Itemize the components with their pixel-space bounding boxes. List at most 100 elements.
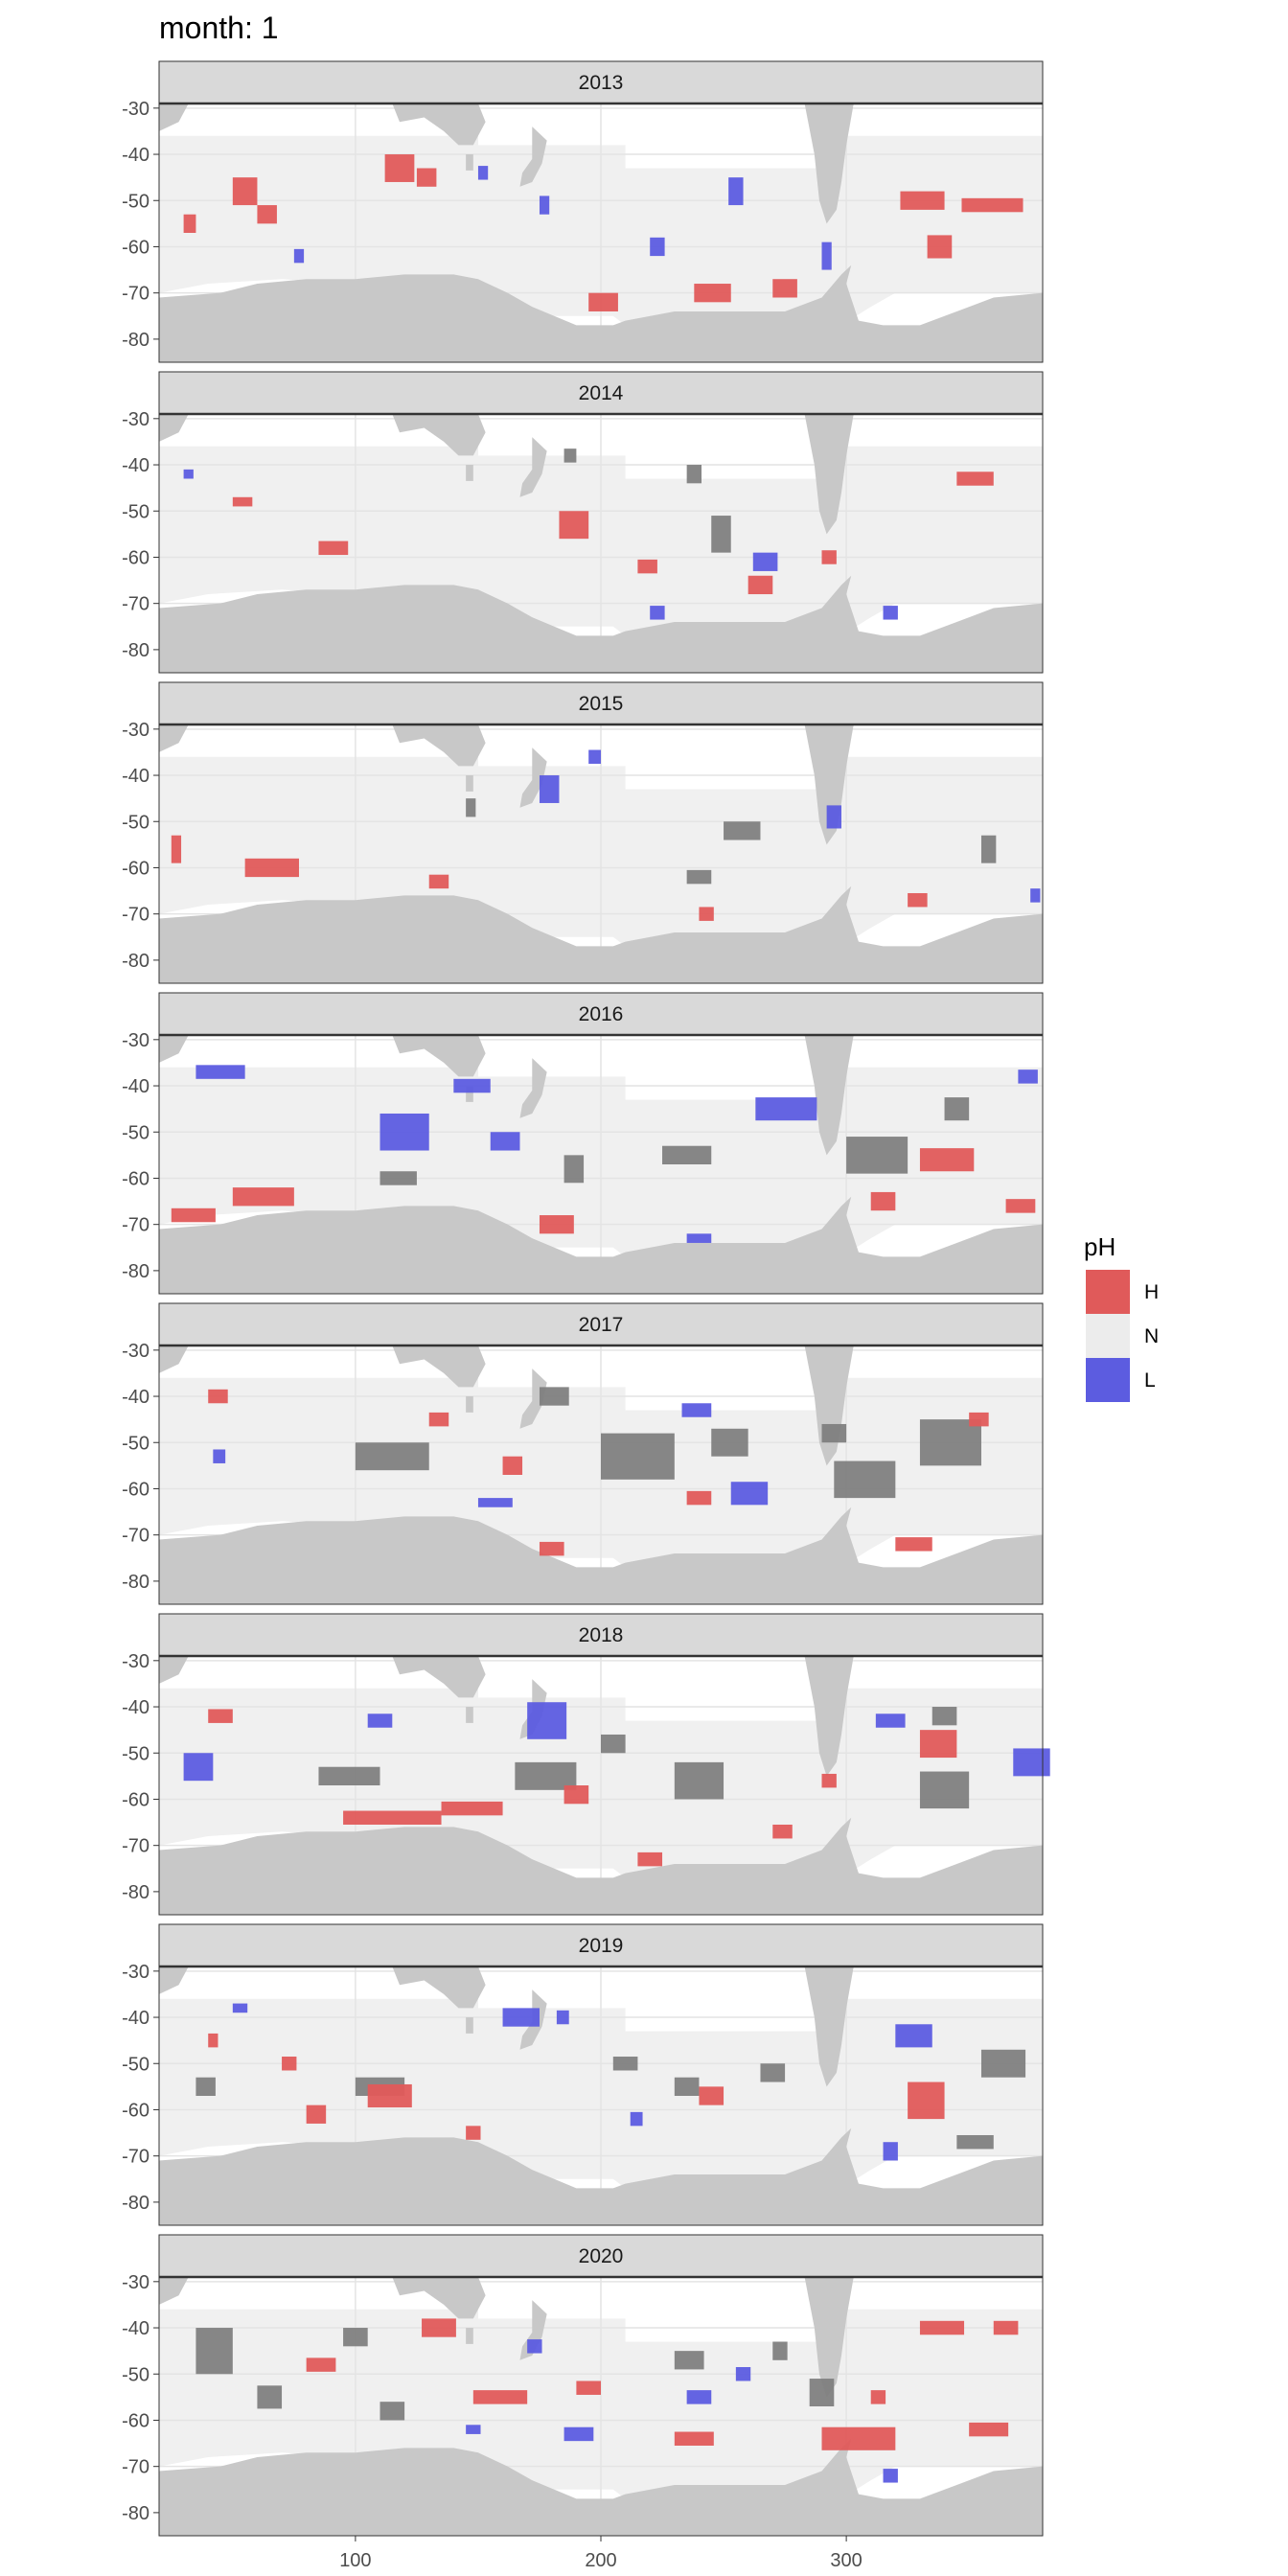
high-ph-cells	[564, 1785, 589, 1805]
low-ph-cells	[1013, 1748, 1050, 1777]
y-tick-label: -40	[122, 766, 150, 787]
x-axis: 100 200 300	[339, 2536, 862, 2571]
panel-border	[158, 1034, 1044, 1295]
high-ph-cells	[232, 1187, 294, 1207]
y-tick-label: -40	[122, 1387, 150, 1408]
facet-strip	[158, 1923, 1044, 1967]
legend-title: pH	[1084, 1232, 1116, 1261]
mixed-cells	[686, 869, 712, 885]
high-ph-cells	[539, 1215, 574, 1234]
y-tick-label: -80	[122, 2503, 150, 2524]
low-ph-cells	[895, 2024, 932, 2048]
y-tick-label: -60	[122, 237, 150, 258]
low-ph-cells	[826, 805, 841, 829]
high-ph-cells	[559, 511, 589, 540]
facet-strip-label: 2013	[579, 72, 624, 94]
tasmania-land	[466, 775, 473, 792]
mixed-cells	[380, 2402, 405, 2421]
high-ph-cells	[367, 2083, 412, 2108]
antarctica-land	[159, 886, 1043, 983]
legend-key-N	[1086, 1314, 1130, 1358]
y-tick-label: -30	[122, 720, 150, 741]
high-ph-cells	[694, 284, 731, 303]
mixed-cells	[834, 1460, 896, 1499]
mixed-cells	[564, 448, 577, 463]
facet-panel-2016: 2016 -30 -40 -50 -60 -70 -80	[122, 992, 1044, 1295]
high-ph-cells	[257, 205, 277, 224]
high-ph-cells	[748, 575, 773, 595]
x-tick-label: 100	[339, 2550, 371, 2571]
new-zealand-land	[519, 1058, 547, 1118]
mixed-cells	[466, 798, 476, 817]
mixed-cells	[601, 1734, 626, 1754]
panel-border	[158, 413, 1044, 674]
legend-label-N: N	[1144, 1325, 1159, 1347]
low-ph-cells	[183, 1753, 214, 1782]
africa-land	[159, 1966, 189, 1994]
australia-land	[392, 1346, 486, 1388]
y-tick-label: -50	[122, 1433, 150, 1454]
low-ph-cells	[728, 177, 744, 206]
high-ph-cells	[232, 177, 258, 206]
low-ph-cells	[539, 775, 560, 803]
high-ph-cells	[539, 1541, 564, 1556]
high-ph-cells	[306, 2104, 327, 2124]
y-tick-label: -60	[122, 858, 150, 879]
low-ph-cells	[183, 469, 194, 479]
high-ph-cells	[686, 1490, 712, 1506]
high-ph-cells	[956, 472, 994, 486]
facet-strip	[158, 371, 1044, 415]
antarctica-land	[159, 1817, 1043, 1915]
legend-label-H: H	[1144, 1281, 1159, 1303]
south-america-land	[804, 1966, 854, 2087]
mixed-cells	[944, 1097, 970, 1121]
y-tick-label: -70	[122, 2457, 150, 2478]
australia-land	[392, 724, 486, 767]
low-ph-cells	[466, 2425, 481, 2434]
y-tick-label: -30	[122, 1341, 150, 1362]
facet-panel-2015: 2015 -30 -40 -50 -60 -70 -80	[122, 681, 1044, 984]
y-tick-label: -70	[122, 1836, 150, 1857]
mixed-cells	[846, 1137, 908, 1174]
mixed-cells	[380, 1171, 417, 1185]
high-ph-cells	[171, 1208, 216, 1223]
y-tick-label: -30	[122, 2272, 150, 2293]
facet-strip	[158, 1613, 1044, 1657]
mixed-cells	[772, 2341, 788, 2360]
y-tick-label: -60	[122, 547, 150, 568]
africa-land	[159, 1346, 189, 1373]
low-ph-cells	[755, 1097, 817, 1121]
australia-land	[392, 414, 486, 456]
south-america-land	[804, 2277, 854, 2398]
high-ph-cells	[674, 2431, 714, 2446]
legend-entries: HNL	[1086, 1270, 1159, 1402]
high-ph-cells	[588, 292, 618, 311]
tasmania-land	[466, 465, 473, 481]
high-ph-cells	[171, 835, 182, 863]
mixed-cells	[601, 1433, 675, 1480]
high-ph-cells	[576, 2380, 601, 2395]
low-ph-cells	[293, 248, 305, 264]
chart-title: month: 1	[159, 11, 279, 45]
facet-panel-2018: 2018 -30 -40 -50 -60 -70 -80	[122, 1613, 1050, 1916]
high-ph-cells	[244, 858, 299, 878]
high-ph-cells	[502, 1456, 523, 1475]
south-america-land	[804, 724, 854, 845]
mixed-cells	[355, 1442, 429, 1471]
low-ph-cells	[883, 2142, 898, 2161]
mixed-cells	[956, 2134, 994, 2150]
legend-key-H	[1086, 1270, 1130, 1314]
high-ph-cells	[428, 1412, 449, 1427]
facet-strip-label: 2015	[579, 693, 624, 715]
low-ph-cells	[686, 1233, 712, 1243]
mixed-cells	[711, 1428, 748, 1457]
south-america-land	[804, 414, 854, 535]
facet-panels: 2013 -30 -40 -50 -60 -70 -80 2014 -30 -40 -50 -60 -7…	[122, 60, 1050, 2537]
high-ph-cells	[343, 1810, 442, 1825]
y-tick-label: -60	[122, 1479, 150, 1500]
mixed-cells	[196, 2328, 233, 2375]
low-ph-cells	[588, 749, 601, 764]
y-tick-label: -30	[122, 1651, 150, 1672]
legend: pH HNL	[1084, 1232, 1159, 1402]
